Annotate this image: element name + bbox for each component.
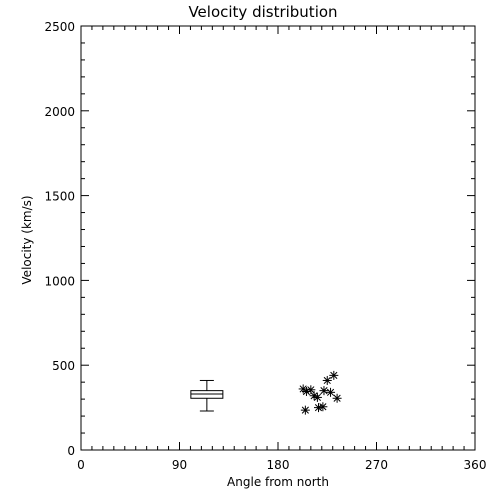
axis-ticks <box>80 25 476 451</box>
data-point <box>309 391 319 401</box>
data-point <box>319 386 329 396</box>
x-tick-label: 360 <box>464 458 487 472</box>
scatter-points <box>298 370 342 415</box>
x-tick-label: 270 <box>365 458 388 472</box>
chart-title: Velocity distribution <box>188 3 337 21</box>
x-tick-label: 90 <box>172 458 187 472</box>
y-tick-label: 2000 <box>44 105 75 119</box>
x-tick-label: 180 <box>267 458 290 472</box>
boxplot <box>190 379 224 412</box>
x-tick-label: 0 <box>77 458 85 472</box>
data-point <box>332 393 342 403</box>
data-point <box>318 402 328 412</box>
y-tick-labels: 0 500 1000 1500 2000 2500 <box>44 20 75 458</box>
data-point <box>326 387 336 397</box>
data-point <box>322 375 332 385</box>
x-tick-labels: 0 90 180 270 360 <box>77 458 486 472</box>
data-point <box>312 392 322 402</box>
y-tick-label: 2500 <box>44 20 75 34</box>
y-axis-label: Velocity (km/s) <box>20 195 34 284</box>
y-tick-label: 500 <box>52 359 75 373</box>
y-tick-label: 1000 <box>44 274 75 288</box>
y-tick-label: 0 <box>67 444 75 458</box>
y-tick-label: 1500 <box>44 190 75 204</box>
plot-frame <box>80 25 476 451</box>
x-axis-label: Angle from north <box>227 475 329 489</box>
data-point <box>329 370 339 380</box>
data-point <box>300 405 310 415</box>
